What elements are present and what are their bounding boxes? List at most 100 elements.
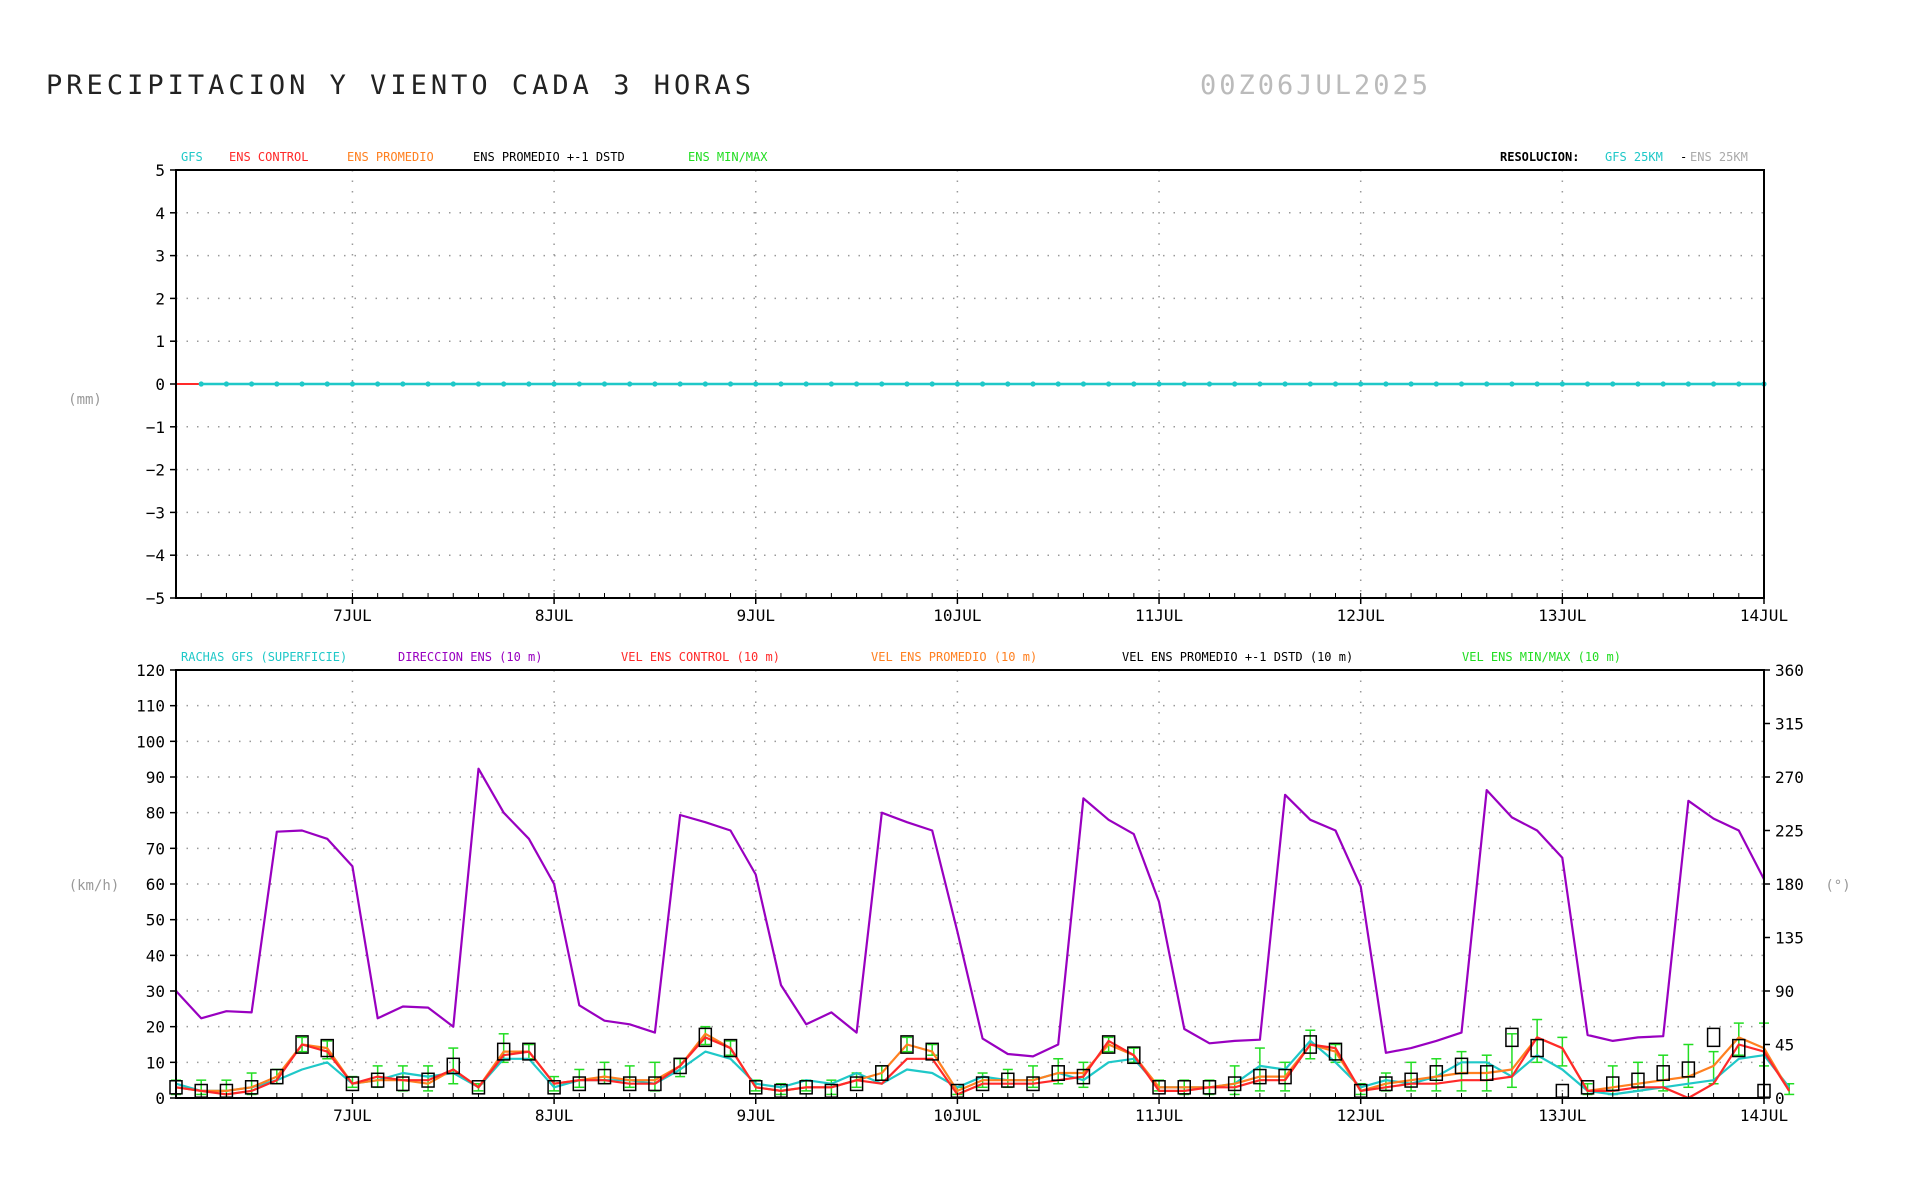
dstd-box [1606,1076,1620,1092]
dstd-box [1706,1027,1721,1048]
y-tick-label: 315 [1775,715,1804,734]
x-tick-label: 13JUL [1538,606,1586,625]
gfs-precip-point [1635,381,1641,387]
x-tick-label: 14JUL [1740,1106,1788,1125]
y-tick-label: 60 [146,875,165,894]
gfs-precip-point [400,381,406,387]
x-tick-label: 9JUL [736,606,775,625]
dstd-box [1656,1065,1670,1082]
y-tick-label: −4 [146,546,165,565]
gfs-precip-point [1332,381,1339,387]
gfs-precip-point [980,381,986,387]
dstd-box [320,1038,334,1058]
gfs-precip-point [1408,381,1414,387]
gfs-precip-point [1358,381,1364,387]
dstd-box [1303,1035,1318,1054]
dstd-box [1454,1057,1469,1075]
gfs-precip-point [1131,381,1137,387]
gfs-precip-point [274,381,280,387]
legend-entry: VEL ENS CONTROL (10 m) [621,650,780,664]
control-speed-line [175,1036,1791,1100]
wind-series [169,767,1795,1100]
gfs-precip-point [526,381,532,387]
legend-entry: ENS PROMEDIO +-1 DSTD [473,150,625,164]
y-tick-label: 2 [155,289,165,308]
resolution-ens: ENS 25KM [1690,150,1748,164]
y-tick-label: 360 [1775,661,1804,680]
gfs-precip-point [1736,381,1742,387]
dstd-box [1681,1061,1696,1078]
gfs-precip-point [1610,381,1616,387]
direction-y-label: (°) [1825,878,1850,894]
gfs-precip-point [727,381,734,387]
gfs-precip-point [652,381,658,387]
precipitation-legend: GFS ENS CONTROL ENS PROMEDIO ENS PROMEDIO +… [181,150,768,164]
dstd-box [723,1038,738,1058]
dstd-box [1530,1038,1544,1058]
y-tick-label: 70 [146,839,165,858]
gfs-precip-point [425,381,431,387]
y-tick-label: 135 [1775,929,1804,948]
gfs-precip-point [803,381,809,387]
x-tick-label: 10JUL [933,1106,981,1125]
dstd-box [622,1076,637,1092]
y-tick-label: 0 [155,375,165,394]
y-tick-label: 225 [1775,822,1804,841]
dstd-box [446,1057,461,1075]
dstd-box [1732,1038,1746,1058]
precipitation-y-ticks: 5 4 3 2 1 0 −1 −2 −3 −4 −5 [146,161,176,608]
y-tick-label: 20 [146,1018,165,1037]
y-tick-label: 120 [136,661,165,680]
x-tick-label: 8JUL [535,606,574,625]
y-tick-label: 5 [155,161,165,180]
x-tick-label: 9JUL [736,1106,775,1125]
dstd-box [1379,1076,1393,1092]
gfs-precip-point [1685,381,1691,387]
dstd-box [1227,1076,1242,1092]
y-tick-label: 30 [146,982,165,1001]
gfs-precip-point [778,381,784,387]
legend-entry: VEL ENS PROMEDIO (10 m) [871,650,1037,664]
precipitation-x-ticks: 7JUL 8JUL 9JUL 10JUL 11JUL 12JUL 13JUL 14JUL [175,593,1788,625]
precipitation-series [176,381,1767,387]
gfs-precip-point [299,381,305,387]
dstd-box [1101,1035,1116,1054]
gfs-precip-point [1484,381,1490,387]
gfs-precip-point [1559,381,1565,387]
x-tick-label: 12JUL [1337,606,1385,625]
y-tick-label: 90 [1775,982,1794,1001]
resolution-label: RESOLUCION: [1500,150,1579,164]
gfs-precip-point [1534,381,1540,387]
gfs-precip-point [1710,381,1717,387]
y-tick-label: 110 [136,697,165,716]
dstd-box [648,1076,662,1092]
dstd-box [295,1035,309,1054]
dstd-box [1076,1068,1091,1085]
gfs-precip-point [1383,381,1389,387]
dstd-box [396,1076,410,1092]
gfs-precip-point [1232,381,1238,387]
dstd-box [925,1042,939,1061]
gfs-precip-point [879,381,885,387]
y-tick-label: 270 [1775,768,1804,787]
gfs-precip-point [1584,381,1591,387]
dstd-box [900,1035,914,1054]
dstd-box [1328,1042,1343,1061]
gfs-precip-point [1055,381,1061,387]
resolution-legend: RESOLUCION: GFS 25KM - ENS 25KM [1500,150,1748,164]
legend-entry: ENS MIN/MAX [688,150,768,164]
y-tick-label: 4 [155,204,165,223]
wind-panel: RACHAS GFS (SUPERFICIE) DIRECCION ENS (10… [69,650,1851,1125]
resolution-gfs: GFS 25KM [1605,150,1663,164]
x-tick-label: 7JUL [333,1106,372,1125]
gfs-precip-point [475,381,482,387]
dstd-box [1429,1065,1444,1082]
y-tick-label: 1 [155,332,165,351]
direction-line [175,767,1765,1058]
wind-y-ticks-right: 360 315 270 225 180 135 90 45 0 [1764,661,1804,1108]
x-tick-label: 12JUL [1337,1106,1385,1125]
gfs-precip-point [1106,381,1112,387]
y-tick-label: 0 [1775,1089,1785,1108]
